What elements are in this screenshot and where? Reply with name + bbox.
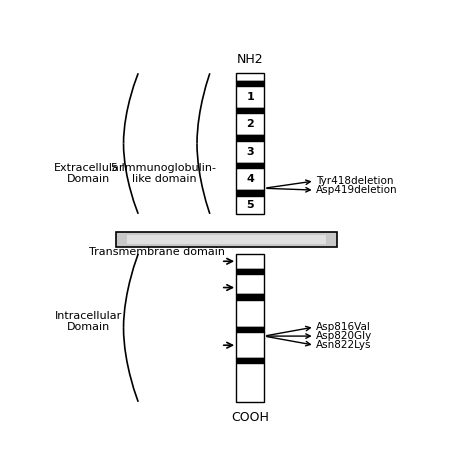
Text: 5 Immunoglobulin-
like domain: 5 Immunoglobulin- like domain [111,163,217,184]
Bar [237,327,264,332]
Bar [237,332,264,358]
Bar [237,86,264,108]
Text: 3: 3 [246,147,254,157]
Bar [237,196,264,214]
Text: NH2: NH2 [237,53,264,66]
Text: Extracellular
Domain: Extracellular Domain [54,163,124,184]
Bar [237,254,264,269]
Bar [237,73,264,81]
Bar [237,294,264,300]
Bar [237,168,264,190]
Text: 4: 4 [246,174,254,184]
Text: 1: 1 [246,92,254,102]
Text: 2: 2 [246,119,254,129]
Bar [237,81,264,86]
Text: Asp820Gly: Asp820Gly [316,331,373,341]
Bar [237,300,264,327]
Text: Asn822Lys: Asn822Lys [316,340,372,350]
Bar [237,364,264,402]
Bar [237,358,264,364]
Text: Tyr418deletion: Tyr418deletion [316,176,394,186]
Text: COOH: COOH [231,411,269,424]
Text: Asp816Val: Asp816Val [316,322,371,332]
Bar [237,113,264,136]
Text: 5: 5 [246,200,254,210]
Text: Transmembrane domain: Transmembrane domain [89,247,225,257]
Bar [237,141,264,163]
Bar [237,269,264,274]
Text: Intracellular
Domain: Intracellular Domain [55,310,122,332]
Bar [237,163,264,168]
Text: Asp419deletion: Asp419deletion [316,185,398,195]
Bar [127,235,326,244]
Bar [116,232,337,246]
Bar [237,274,264,294]
Bar [237,108,264,113]
Bar [237,136,264,141]
Bar [237,190,264,196]
